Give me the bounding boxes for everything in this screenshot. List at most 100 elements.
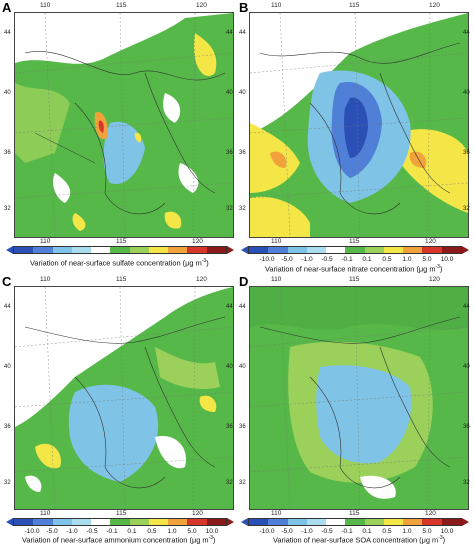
colorbar-tick: 1.0 — [402, 256, 412, 263]
colorbar-swatch — [441, 519, 461, 525]
lat-label-right: 36 — [463, 424, 470, 430]
bottom-lon-label: 120 — [425, 510, 436, 517]
top-lon-label: 115 — [349, 276, 360, 283]
colorbar — [248, 518, 462, 526]
colorbar-swatch — [268, 247, 288, 253]
lat-label-right: 44 — [463, 304, 470, 310]
colorbar-swatch — [14, 247, 34, 253]
bottom-lon-label: 110 — [271, 510, 282, 517]
colorbar-left-arrow — [241, 246, 248, 254]
bottom-lon-label: 115 — [116, 510, 127, 517]
colorbar-caption: Variation of near-surface SOA concentrat… — [273, 535, 446, 544]
colorbar-swatch — [206, 247, 226, 253]
colorbar-swatch — [129, 247, 149, 253]
bottom-lon-label: 110 — [40, 238, 51, 245]
colorbar-right-arrow — [227, 246, 234, 254]
colorbar-tick: 0.1 — [362, 256, 372, 263]
colorbar-tick: -10.0 — [259, 256, 275, 263]
bottom-lon-label: 120 — [192, 510, 203, 517]
colorbar-swatch — [345, 247, 365, 253]
lat-label-left: 36 — [4, 150, 11, 156]
colorbar-swatch — [110, 519, 130, 525]
colorbar-swatch — [306, 247, 327, 253]
colorbar-tick: -0.5 — [321, 528, 333, 535]
colorbar-swatch — [148, 247, 169, 253]
lat-label-right: 32 — [226, 206, 233, 212]
colorbar-tick: 10.0 — [205, 528, 219, 535]
colorbar-right-arrow — [462, 518, 469, 526]
lat-label-left: 36 — [4, 424, 11, 430]
bottom-lon-label: 110 — [271, 238, 282, 245]
lat-label-right: 44 — [463, 30, 470, 36]
colorbar-swatch — [287, 247, 307, 253]
lat-label-left: 40 — [4, 90, 11, 96]
colorbar-tick: -0.1 — [341, 528, 353, 535]
bottom-lon-label: 120 — [192, 238, 203, 245]
lat-label-left: 44 — [4, 30, 11, 36]
top-lon-label: 115 — [116, 276, 127, 283]
colorbar-tick: -0.1 — [106, 528, 118, 535]
colorbar-swatch — [326, 247, 346, 253]
colorbar-tick: -5.0 — [46, 528, 58, 535]
bottom-lon-label: 115 — [116, 238, 127, 245]
colorbar-tick: -5.0 — [281, 528, 293, 535]
colorbar-right-arrow — [462, 246, 469, 254]
colorbar-caption: Variation of near-surface sulfate concen… — [30, 258, 209, 268]
colorbar-ticks: -10.0 -5.0 -1.0 -0.5 -0.1 0.1 0.5 1.0 5.… — [257, 256, 457, 263]
top-lon-label: 115 — [116, 2, 127, 9]
colorbar-swatch — [422, 519, 442, 525]
top-lon-label: 110 — [40, 2, 51, 9]
colorbar-tick: -5.0 — [281, 256, 293, 263]
colorbar-swatch — [71, 519, 92, 525]
colorbar-swatch — [71, 247, 92, 253]
colorbar-swatch — [206, 519, 226, 525]
colorbar-tick: 1.0 — [167, 528, 177, 535]
colorbar — [13, 246, 227, 254]
colorbar-swatch — [403, 247, 423, 253]
lat-label-right: 44 — [226, 30, 233, 36]
top-lon-label: 120 — [196, 2, 207, 9]
colorbar-left-arrow — [241, 518, 248, 526]
lat-label-right: 40 — [226, 90, 233, 96]
lat-label-left: 32 — [4, 206, 11, 212]
colorbar-tick: 10.0 — [440, 256, 454, 263]
colorbar-left-arrow — [6, 518, 13, 526]
colorbar-tick: 0.5 — [382, 256, 392, 263]
colorbar-right-arrow — [227, 518, 234, 526]
colorbar-tick: -10.0 — [259, 528, 275, 535]
top-lon-label: 110 — [271, 2, 282, 9]
colorbar-swatch — [91, 247, 111, 253]
colorbar-caption: Variation of near-surface ammonium conce… — [22, 535, 216, 544]
lat-label-right: 36 — [226, 150, 233, 156]
colorbar-swatch — [364, 247, 384, 253]
panel-letter: A — [2, 0, 12, 15]
map-nitrate — [249, 12, 469, 238]
lat-label-right: 36 — [226, 424, 233, 430]
top-lon-label: 120 — [429, 276, 440, 283]
colorbar-tick: 0.5 — [382, 528, 392, 535]
lat-label-left: 44 — [239, 304, 246, 310]
lat-label-right: 32 — [463, 206, 470, 212]
colorbar-tick: -0.5 — [321, 256, 333, 263]
lat-label-right: 44 — [226, 304, 233, 310]
lat-label-left: 40 — [4, 364, 11, 370]
colorbar — [248, 246, 462, 254]
top-lon-label: 110 — [271, 276, 282, 283]
lat-label-left: 36 — [239, 424, 246, 430]
top-lon-label: 115 — [349, 2, 360, 9]
colorbar-swatch — [345, 519, 365, 525]
lat-label-left: 32 — [239, 206, 246, 212]
colorbar-swatch — [52, 519, 72, 525]
bottom-lon-label: 115 — [349, 510, 360, 517]
colorbar-tick: 0.1 — [127, 528, 137, 535]
lat-label-left: 44 — [239, 30, 246, 36]
colorbar-swatch — [14, 519, 34, 525]
colorbar-swatch — [326, 519, 346, 525]
lat-label-right: 40 — [226, 364, 233, 370]
colorbar-swatch — [422, 247, 442, 253]
lat-label-right: 40 — [463, 90, 470, 96]
colorbar-tick: 5.0 — [422, 528, 432, 535]
colorbar-swatch — [129, 519, 149, 525]
lat-label-left: 32 — [239, 480, 246, 486]
top-lon-label: 110 — [40, 276, 51, 283]
